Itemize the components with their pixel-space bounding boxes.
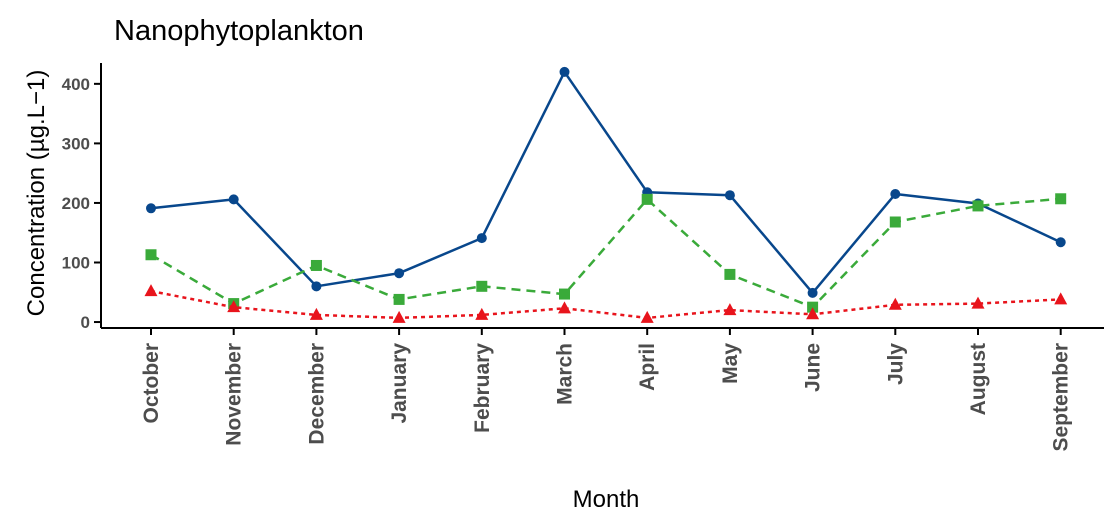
data-point [807, 301, 819, 313]
x-tick-label: March [554, 343, 577, 405]
data-point [392, 310, 406, 323]
data-point [888, 297, 902, 310]
x-tick-label: June [802, 343, 825, 392]
series-line [150, 289, 1061, 320]
y-tick-label: 100 [62, 253, 90, 272]
data-point [393, 293, 405, 305]
data-point [559, 288, 570, 300]
data-point [475, 307, 489, 320]
x-tick-label: April [636, 343, 659, 391]
y-axis-title: Concentration (µg.L−1) [23, 70, 50, 317]
data-point [310, 259, 322, 271]
x-tick-label: September [1050, 343, 1073, 452]
data-point [309, 307, 323, 320]
series-line [150, 70, 1062, 295]
x-tick-label: December [305, 343, 328, 445]
x-tick-label: August [967, 343, 990, 415]
data-point [971, 296, 985, 309]
data-point [641, 193, 653, 205]
y-tick-label: 400 [62, 75, 90, 94]
series-line [150, 197, 1061, 309]
data-point [476, 233, 487, 244]
series-3 [144, 284, 1068, 323]
data-point [558, 301, 571, 314]
data-point [640, 310, 654, 323]
data-point [724, 190, 735, 201]
data-point [559, 66, 570, 77]
data-point [144, 284, 158, 297]
x-tick-label: July [884, 343, 907, 385]
series-2 [145, 193, 1067, 313]
x-axis-title: Month [573, 486, 640, 513]
data-point [723, 303, 737, 316]
data-point [972, 200, 984, 212]
data-point [227, 300, 241, 313]
data-point [311, 281, 322, 292]
series-1 [146, 66, 1066, 298]
data-point [145, 249, 157, 261]
data-point [724, 268, 736, 280]
data-point [146, 203, 156, 214]
data-point [1054, 292, 1068, 305]
data-point [889, 216, 901, 228]
chart-title: Nanophytoplankton [114, 15, 364, 47]
y-tick-label: 0 [81, 313, 90, 332]
data-point [807, 287, 818, 298]
data-point [1055, 193, 1067, 205]
x-tick-label: October [140, 343, 163, 424]
data-point [476, 280, 488, 292]
data-point [806, 307, 820, 320]
data-point [228, 194, 239, 205]
x-tick-label: November [223, 343, 246, 446]
y-axis-ticks: 0 100 200 300 400 [62, 75, 101, 332]
data-point [1055, 237, 1066, 248]
series-layer [144, 66, 1068, 323]
data-point [890, 189, 901, 200]
x-tick-label: January [388, 343, 411, 424]
data-point [394, 268, 405, 279]
x-tick-label: February [471, 343, 494, 433]
x-axis-ticks: October November December January February Ma… [140, 328, 1073, 452]
y-tick-label: 200 [62, 194, 90, 213]
y-tick-label: 300 [62, 134, 90, 153]
x-tick-label: May [719, 343, 742, 384]
